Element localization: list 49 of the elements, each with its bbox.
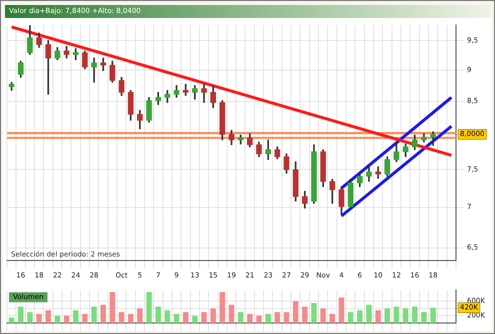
bar <box>220 292 226 323</box>
bar <box>238 312 244 323</box>
bar <box>45 310 51 323</box>
bar <box>357 310 363 323</box>
bar <box>174 314 180 323</box>
bar <box>100 304 106 323</box>
bar <box>265 314 271 323</box>
bar <box>274 312 280 323</box>
bar <box>64 316 70 323</box>
bar <box>256 316 262 323</box>
bar <box>118 312 124 323</box>
bar <box>402 308 408 323</box>
bar <box>302 306 308 323</box>
bar <box>375 310 381 323</box>
bar <box>72 310 78 323</box>
bar <box>394 306 400 323</box>
bar <box>8 318 14 323</box>
bar <box>228 304 234 323</box>
bar <box>366 304 372 323</box>
bar <box>348 312 354 323</box>
bar <box>27 312 33 323</box>
bar <box>320 308 326 323</box>
bar <box>412 306 418 323</box>
bar <box>18 306 24 323</box>
candlestick <box>201 84 207 103</box>
bar <box>421 312 427 323</box>
bar <box>54 316 60 323</box>
bar <box>91 306 97 323</box>
bar <box>128 314 134 323</box>
bar <box>137 308 143 323</box>
bar <box>284 312 290 323</box>
bar <box>192 316 198 323</box>
bar <box>82 314 88 323</box>
bar <box>201 312 207 323</box>
bar <box>210 308 216 323</box>
bar <box>146 292 152 323</box>
candlestick <box>91 58 97 83</box>
bar <box>247 314 253 323</box>
bar <box>155 306 161 323</box>
bar <box>110 292 116 323</box>
bar <box>311 302 317 323</box>
bar <box>292 301 298 323</box>
bar <box>182 312 188 323</box>
bar <box>330 314 336 323</box>
bar <box>338 297 344 323</box>
bar <box>430 308 436 323</box>
bar <box>384 308 390 323</box>
bar <box>164 310 170 323</box>
bar <box>36 314 42 323</box>
